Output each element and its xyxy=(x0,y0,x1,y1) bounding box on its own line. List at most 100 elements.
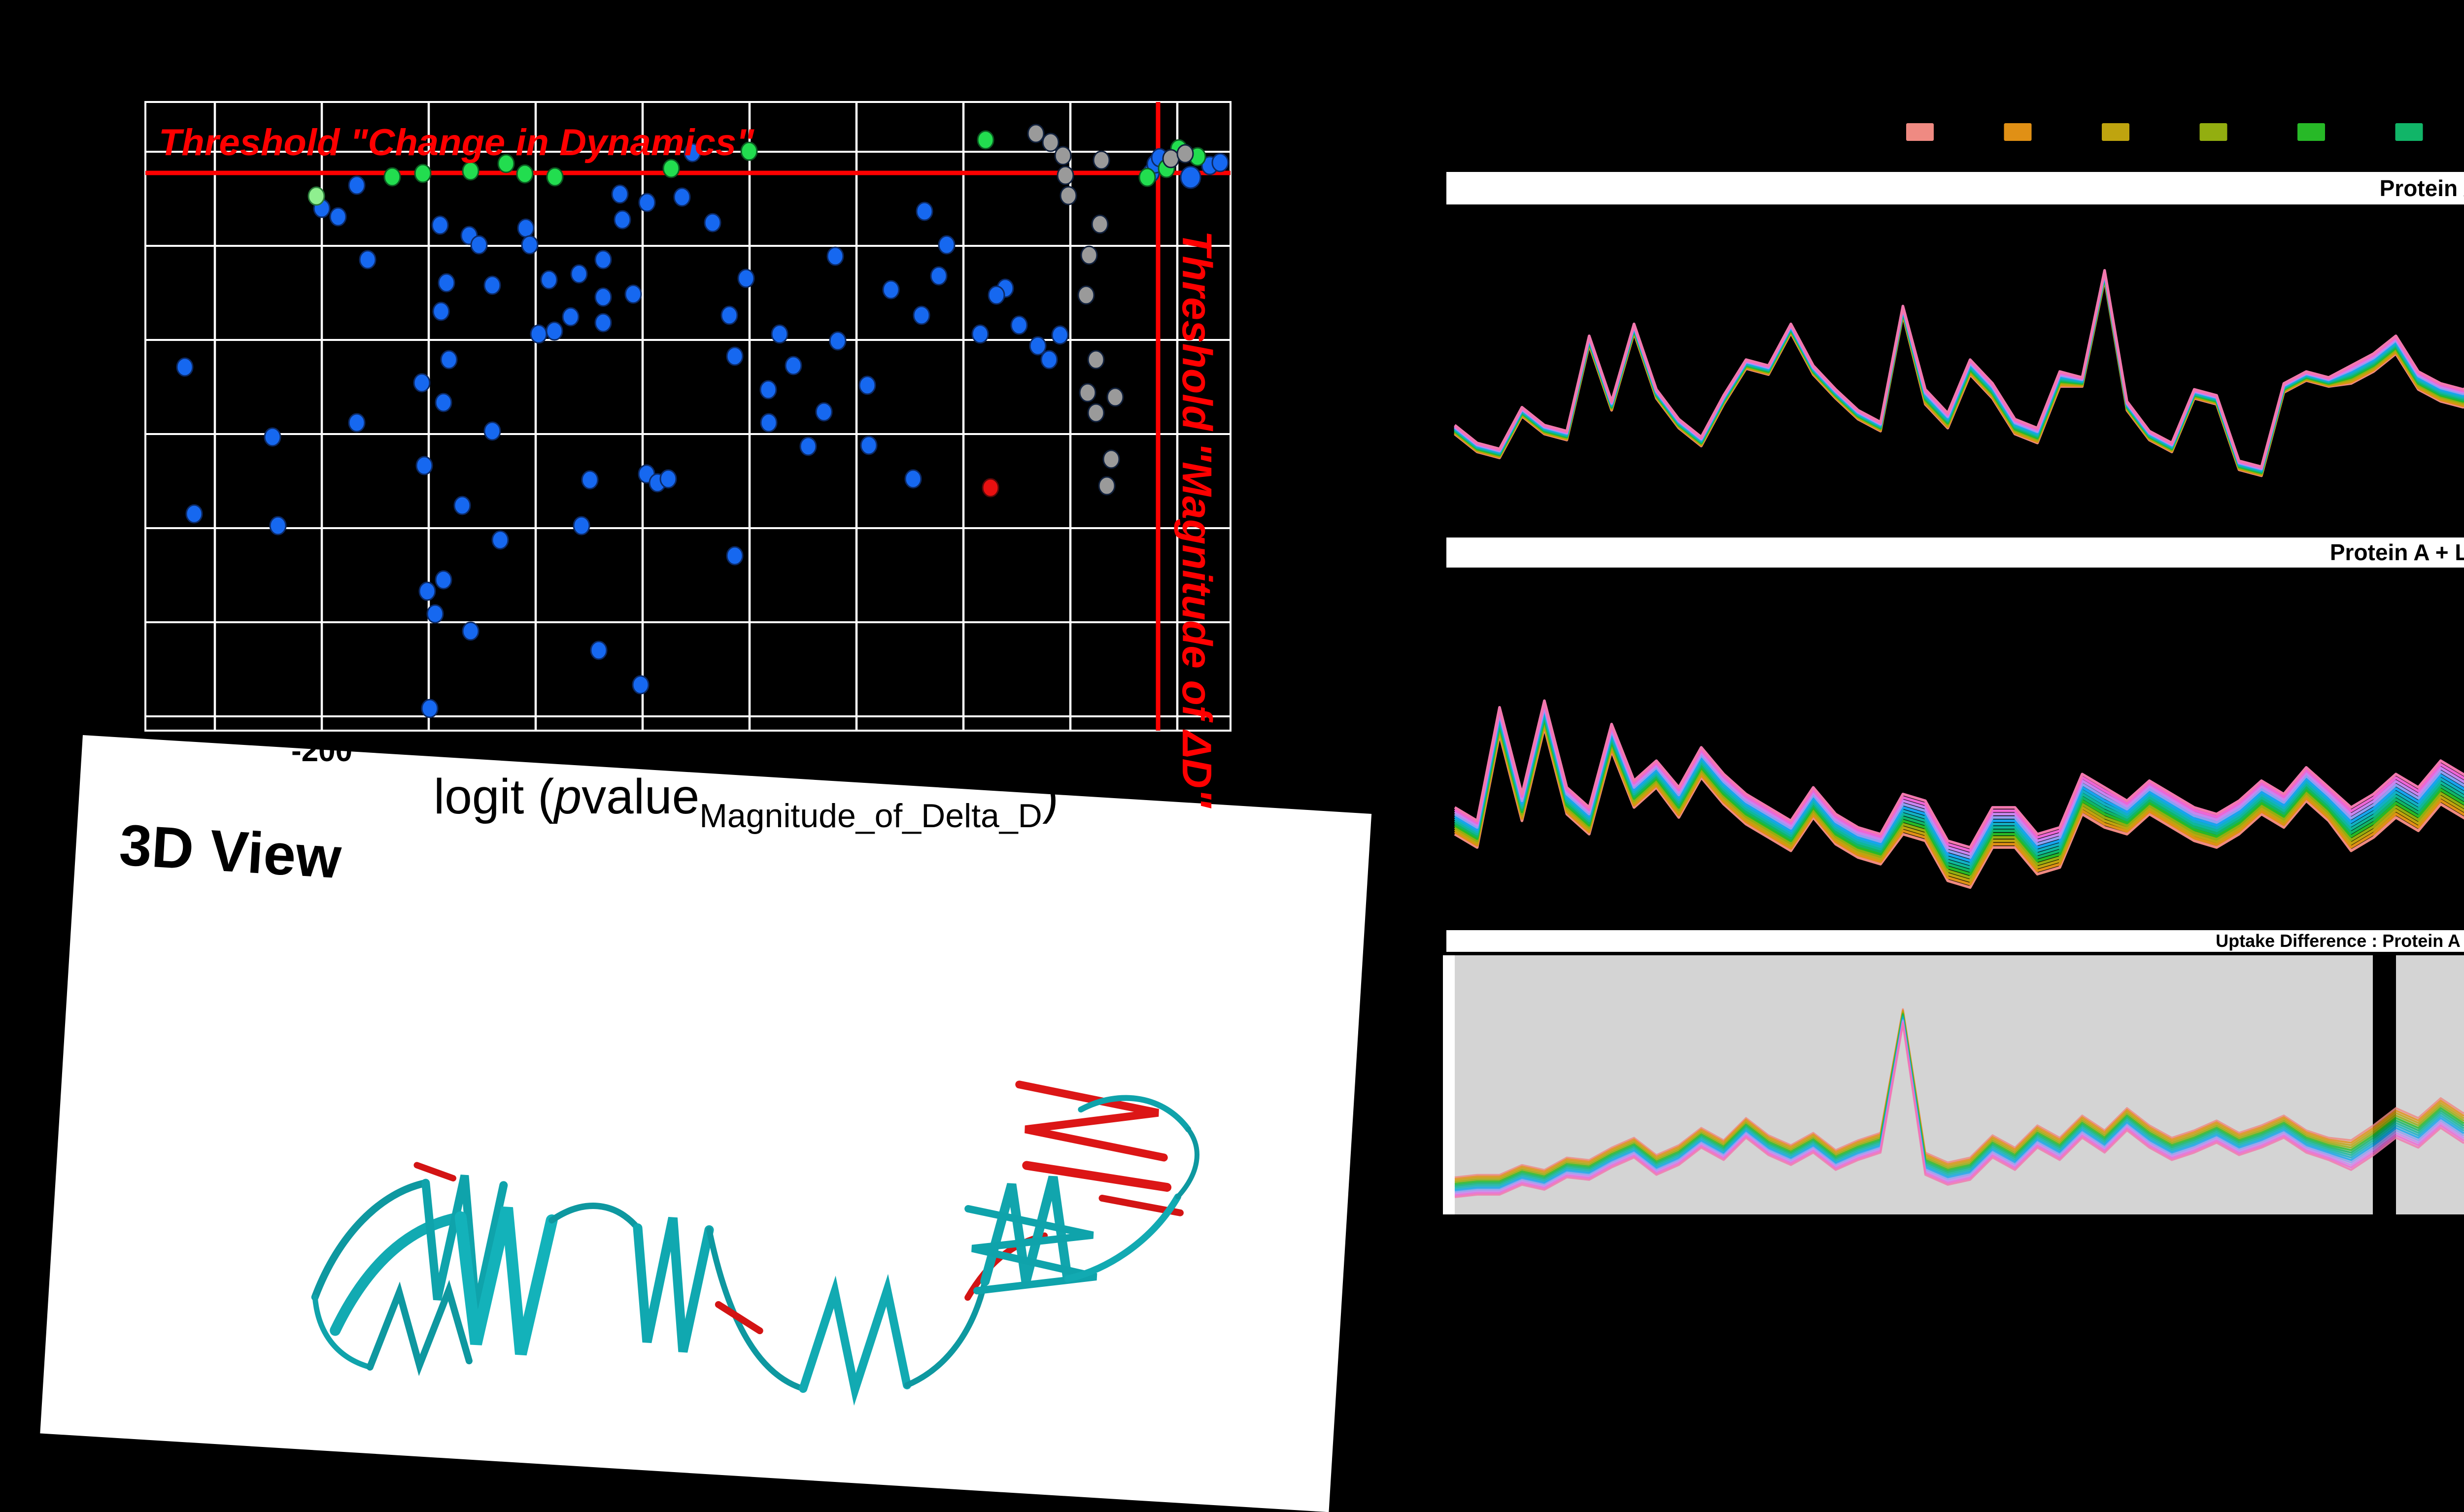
legend-swatch xyxy=(2102,123,2129,141)
volcano-point-y xyxy=(1091,214,1109,234)
volcano-point-y xyxy=(1080,245,1098,265)
volcano-point-b xyxy=(176,357,194,377)
volcano-point-b xyxy=(858,375,876,395)
volcano-x-tick: 0 xyxy=(741,734,758,768)
volcano-point-b xyxy=(611,184,629,204)
volcano-point-b xyxy=(435,393,452,412)
protein-a-series-9 xyxy=(1454,272,2464,471)
volcano-point-y xyxy=(1057,166,1074,185)
volcano-x-axis-label: logit (pvalueMagnitude_of_Delta_D) xyxy=(434,769,1059,835)
volcano-point-b xyxy=(826,246,844,266)
volcano-x-tick: 100 xyxy=(938,734,989,768)
volcano-point-b xyxy=(453,496,471,515)
volcano-point-b xyxy=(440,350,458,370)
volcano-point-b xyxy=(1029,336,1047,356)
volcano-point-y xyxy=(1027,124,1045,143)
volcano-point-b xyxy=(594,287,612,307)
volcano-point-b xyxy=(415,456,433,475)
threshold-change-in-dynamics-label: Threshold "Change in Dynamics" xyxy=(159,122,754,164)
volcano-point-b xyxy=(659,469,677,489)
volcano-point-b xyxy=(329,207,347,227)
volcano-point-y xyxy=(1098,476,1116,496)
volcano-point-b xyxy=(573,516,590,536)
volcano-point-y xyxy=(1093,150,1110,170)
volcano-point-b xyxy=(829,331,847,351)
protein-a-ligand-series-12 xyxy=(1454,702,2464,852)
titlebar-uptake-difference: Uptake Difference : Protein A - (Protein… xyxy=(1446,930,2464,955)
volcano-point-b xyxy=(649,473,666,493)
protein-a-ligand-series-9 xyxy=(1454,708,2464,862)
3d-view-panel[interactable]: 3D View xyxy=(40,735,1372,1512)
volcano-point-y xyxy=(1079,383,1096,403)
volcano-point-b xyxy=(624,284,642,304)
volcano-point-b xyxy=(432,302,450,321)
volcano-point-b xyxy=(438,273,455,293)
volcano-point-g xyxy=(1189,147,1206,167)
protein-a-ligand-series-4 xyxy=(1454,719,2464,879)
volcano-point-b xyxy=(1040,350,1058,370)
volcano-point-b xyxy=(546,321,563,341)
volcano-point-b xyxy=(614,210,631,230)
legend-swatch xyxy=(2004,123,2032,141)
volcano-point-b xyxy=(570,264,588,284)
protein-a-series-1 xyxy=(1454,278,2464,477)
protein-ribbon xyxy=(311,1080,1199,1406)
volcano-point-b xyxy=(491,530,509,550)
protein-a-series-6 xyxy=(1454,274,2464,473)
volcano-point-g xyxy=(1170,139,1188,159)
volcano-point-b xyxy=(562,307,580,327)
volcano-point-b xyxy=(913,305,930,325)
protein-a-series-11 xyxy=(1454,270,2464,470)
legend-swatch xyxy=(1906,123,1934,141)
panel-title: Uptake Difference : Protein A - (Protein… xyxy=(2216,931,2464,951)
volcano-point-b xyxy=(269,516,287,536)
volcano-point-b xyxy=(460,226,478,245)
volcano-point-g xyxy=(516,164,534,184)
volcano-point-b xyxy=(540,270,558,290)
protein-a-ligand-series-3 xyxy=(1454,721,2464,882)
titlebar-protein-a: Protein A xyxy=(1446,172,2464,204)
volcano-point-y xyxy=(1054,146,1072,166)
volcano-point-b xyxy=(483,421,501,441)
volcano-point-b xyxy=(720,305,738,325)
volcano-point-b xyxy=(521,235,539,255)
protein-a-ligand-series-6 xyxy=(1454,715,2464,873)
volcano-point-b xyxy=(996,278,1014,298)
protein-a-series-2 xyxy=(1454,277,2464,476)
volcano-point-b xyxy=(1180,166,1201,189)
volcano-point-y xyxy=(1087,403,1105,423)
legend-swatch xyxy=(2395,123,2423,141)
volcano-point-y xyxy=(1060,186,1077,205)
volcano-point-b xyxy=(1142,163,1160,183)
protein-a-series-13 xyxy=(1454,269,2464,469)
threshold-magnitude-label: Threshold "Magnitude of ΔD" xyxy=(1174,231,1220,808)
volcano-point-g xyxy=(383,167,401,187)
volcano-point-b xyxy=(581,470,599,490)
volcano-point-b xyxy=(530,324,548,344)
volcano-point-b xyxy=(673,187,691,207)
volcano-point-b xyxy=(726,546,744,566)
volcano-point-b xyxy=(426,604,444,624)
volcano-point-b xyxy=(726,346,744,366)
volcano-point-b xyxy=(938,235,956,255)
volcano-point-r xyxy=(982,478,999,498)
volcano-point-b xyxy=(759,380,777,400)
protein-a-ligand-series-13 xyxy=(1454,699,2464,849)
protein-a-ligand-series-2 xyxy=(1454,724,2464,886)
volcano-point-y xyxy=(1106,387,1124,407)
volcano-point-g xyxy=(414,164,432,183)
volcano-point-b xyxy=(431,215,449,235)
uptake-diff-background-1 xyxy=(1455,955,2373,1214)
protein-a-series-4 xyxy=(1454,275,2464,475)
protein-a-ligand-series-8 xyxy=(1454,710,2464,866)
volcano-point-b xyxy=(785,356,802,375)
protein-a-series-10 xyxy=(1454,271,2464,470)
uptake-diff-background-2 xyxy=(2396,955,2464,1214)
volcano-point-b xyxy=(517,218,535,238)
volcano-point-b xyxy=(799,437,817,456)
protein-a-series-3 xyxy=(1454,276,2464,476)
volcano-point-b xyxy=(860,436,878,455)
volcano-point-b xyxy=(704,213,721,233)
volcano-point-g xyxy=(1138,168,1156,187)
3d-view-title: 3D View xyxy=(117,812,343,891)
